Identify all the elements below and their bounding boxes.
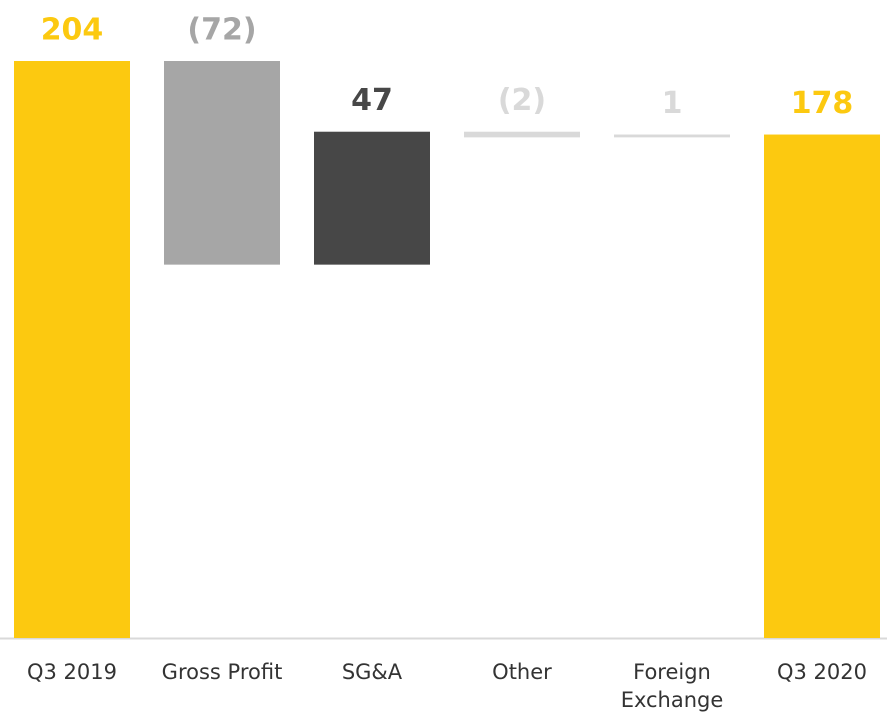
x-tick-label: Other — [492, 660, 552, 684]
bar — [314, 131, 430, 265]
value-label: (72) — [187, 13, 256, 48]
x-tick-label: SG&A — [341, 660, 403, 684]
value-label: 47 — [351, 83, 393, 118]
x-tick-label: Q3 2019 — [26, 660, 117, 684]
bar — [164, 61, 280, 265]
bar — [14, 61, 130, 638]
bar — [464, 131, 580, 138]
x-tick-label: Q3 2020 — [776, 660, 867, 684]
value-label: 1 — [662, 86, 683, 121]
bar — [764, 134, 880, 638]
value-label: 204 — [41, 13, 104, 48]
bar — [614, 134, 730, 138]
value-label: 178 — [791, 86, 854, 121]
x-tick-label: Foreign Exchange — [620, 660, 724, 712]
x-tick-label: Gross Profit — [161, 660, 283, 684]
value-label: (2) — [498, 83, 546, 118]
